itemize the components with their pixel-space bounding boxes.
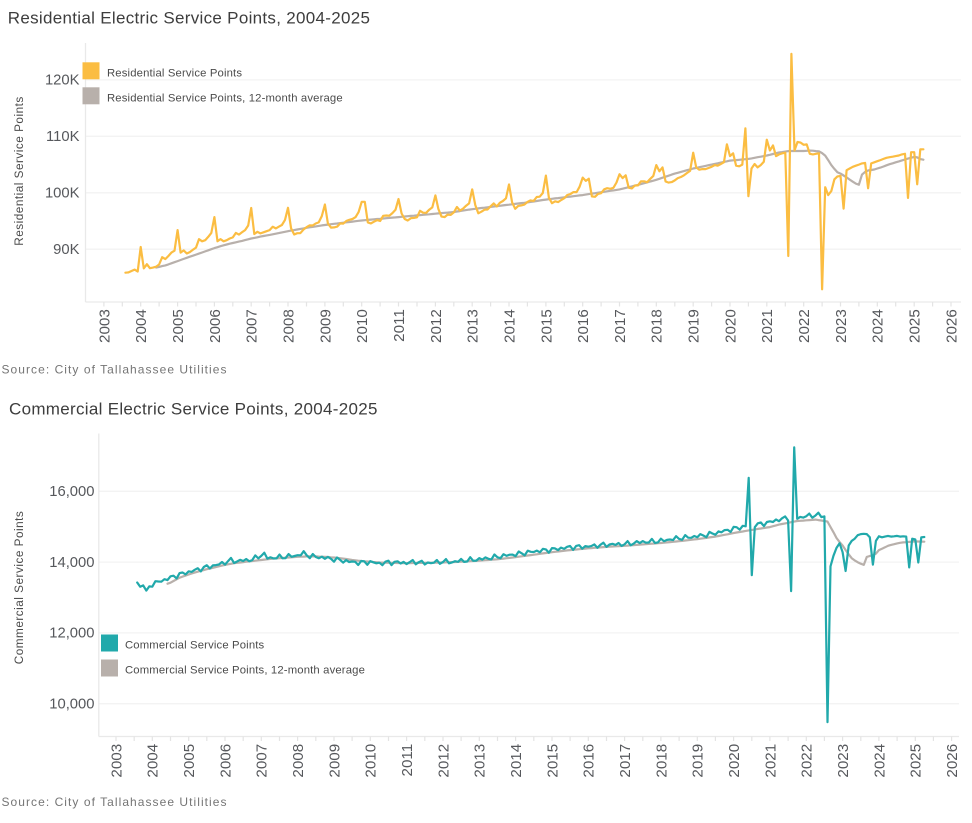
svg-text:14,000: 14,000 [49, 555, 94, 571]
svg-text:2016: 2016 [581, 744, 598, 778]
svg-text:2011: 2011 [399, 744, 416, 777]
svg-text:2019: 2019 [686, 309, 703, 343]
svg-text:2024: 2024 [871, 744, 888, 778]
svg-text:2018: 2018 [649, 309, 666, 343]
svg-text:2007: 2007 [254, 744, 271, 778]
svg-text:Residential Service Points, 12: Residential Service Points, 12-month ave… [107, 92, 343, 104]
svg-text:Residential Service Points: Residential Service Points [13, 96, 26, 246]
svg-text:Commercial Service Points, 12-: Commercial Service Points, 12-month aver… [125, 664, 365, 676]
svg-text:2003: 2003 [108, 744, 125, 778]
svg-text:2023: 2023 [835, 744, 852, 778]
svg-text:Commercial Service Points: Commercial Service Points [125, 639, 265, 651]
svg-text:2006: 2006 [217, 744, 234, 778]
svg-text:2008: 2008 [280, 309, 297, 343]
svg-text:2021: 2021 [762, 744, 779, 778]
svg-text:2012: 2012 [435, 744, 452, 778]
svg-text:2023: 2023 [833, 309, 850, 343]
svg-text:2009: 2009 [317, 309, 334, 343]
svg-text:12,000: 12,000 [49, 626, 94, 642]
svg-text:90K: 90K [53, 242, 79, 258]
svg-text:2025: 2025 [908, 744, 925, 778]
svg-text:100K: 100K [45, 186, 80, 202]
svg-text:2005: 2005 [170, 309, 187, 343]
svg-text:2016: 2016 [575, 309, 592, 343]
svg-text:Source: City of Tallahassee Ut: Source: City of Tallahassee Utilities [2, 795, 228, 809]
svg-text:2004: 2004 [133, 309, 150, 343]
svg-text:16,000: 16,000 [49, 484, 94, 500]
svg-text:2017: 2017 [612, 309, 629, 343]
svg-text:Residential Service Points: Residential Service Points [107, 67, 242, 79]
svg-text:2014: 2014 [501, 309, 518, 343]
svg-text:Source: City of Tallahassee Ut: Source: City of Tallahassee Utilities [2, 363, 228, 377]
svg-text:2015: 2015 [538, 309, 555, 343]
svg-text:2025: 2025 [907, 309, 924, 343]
svg-text:2021: 2021 [759, 309, 776, 343]
svg-text:2004: 2004 [145, 744, 162, 778]
svg-text:2011: 2011 [391, 309, 408, 342]
svg-text:2026: 2026 [944, 744, 961, 778]
svg-text:120K: 120K [45, 73, 80, 89]
svg-text:2009: 2009 [326, 744, 343, 778]
svg-text:Commercial Service Points: Commercial Service Points [13, 511, 26, 665]
svg-text:2014: 2014 [508, 744, 525, 778]
svg-text:2010: 2010 [354, 309, 371, 343]
svg-text:2008: 2008 [290, 744, 307, 778]
svg-text:2022: 2022 [796, 309, 813, 343]
svg-text:2010: 2010 [363, 744, 380, 778]
svg-text:Commercial Electric Service Po: Commercial Electric Service Points, 2004… [9, 399, 378, 418]
svg-text:10,000: 10,000 [49, 697, 94, 713]
svg-text:2003: 2003 [96, 309, 113, 343]
svg-text:2006: 2006 [207, 309, 224, 343]
svg-text:2012: 2012 [428, 309, 445, 343]
svg-text:110K: 110K [46, 129, 80, 145]
svg-text:2024: 2024 [870, 309, 887, 343]
svg-text:2017: 2017 [617, 744, 634, 778]
svg-text:2007: 2007 [244, 309, 261, 343]
svg-text:2013: 2013 [465, 309, 482, 343]
svg-text:2015: 2015 [544, 744, 561, 778]
svg-text:2018: 2018 [653, 744, 670, 778]
svg-text:2013: 2013 [472, 744, 489, 778]
svg-text:2019: 2019 [690, 744, 707, 778]
svg-text:2026: 2026 [943, 309, 960, 343]
svg-text:Residential Electric Service P: Residential Electric Service Points, 200… [8, 8, 370, 27]
svg-text:2005: 2005 [181, 744, 198, 778]
svg-text:2022: 2022 [799, 744, 816, 778]
svg-text:2020: 2020 [726, 744, 743, 778]
svg-text:2020: 2020 [722, 309, 739, 343]
